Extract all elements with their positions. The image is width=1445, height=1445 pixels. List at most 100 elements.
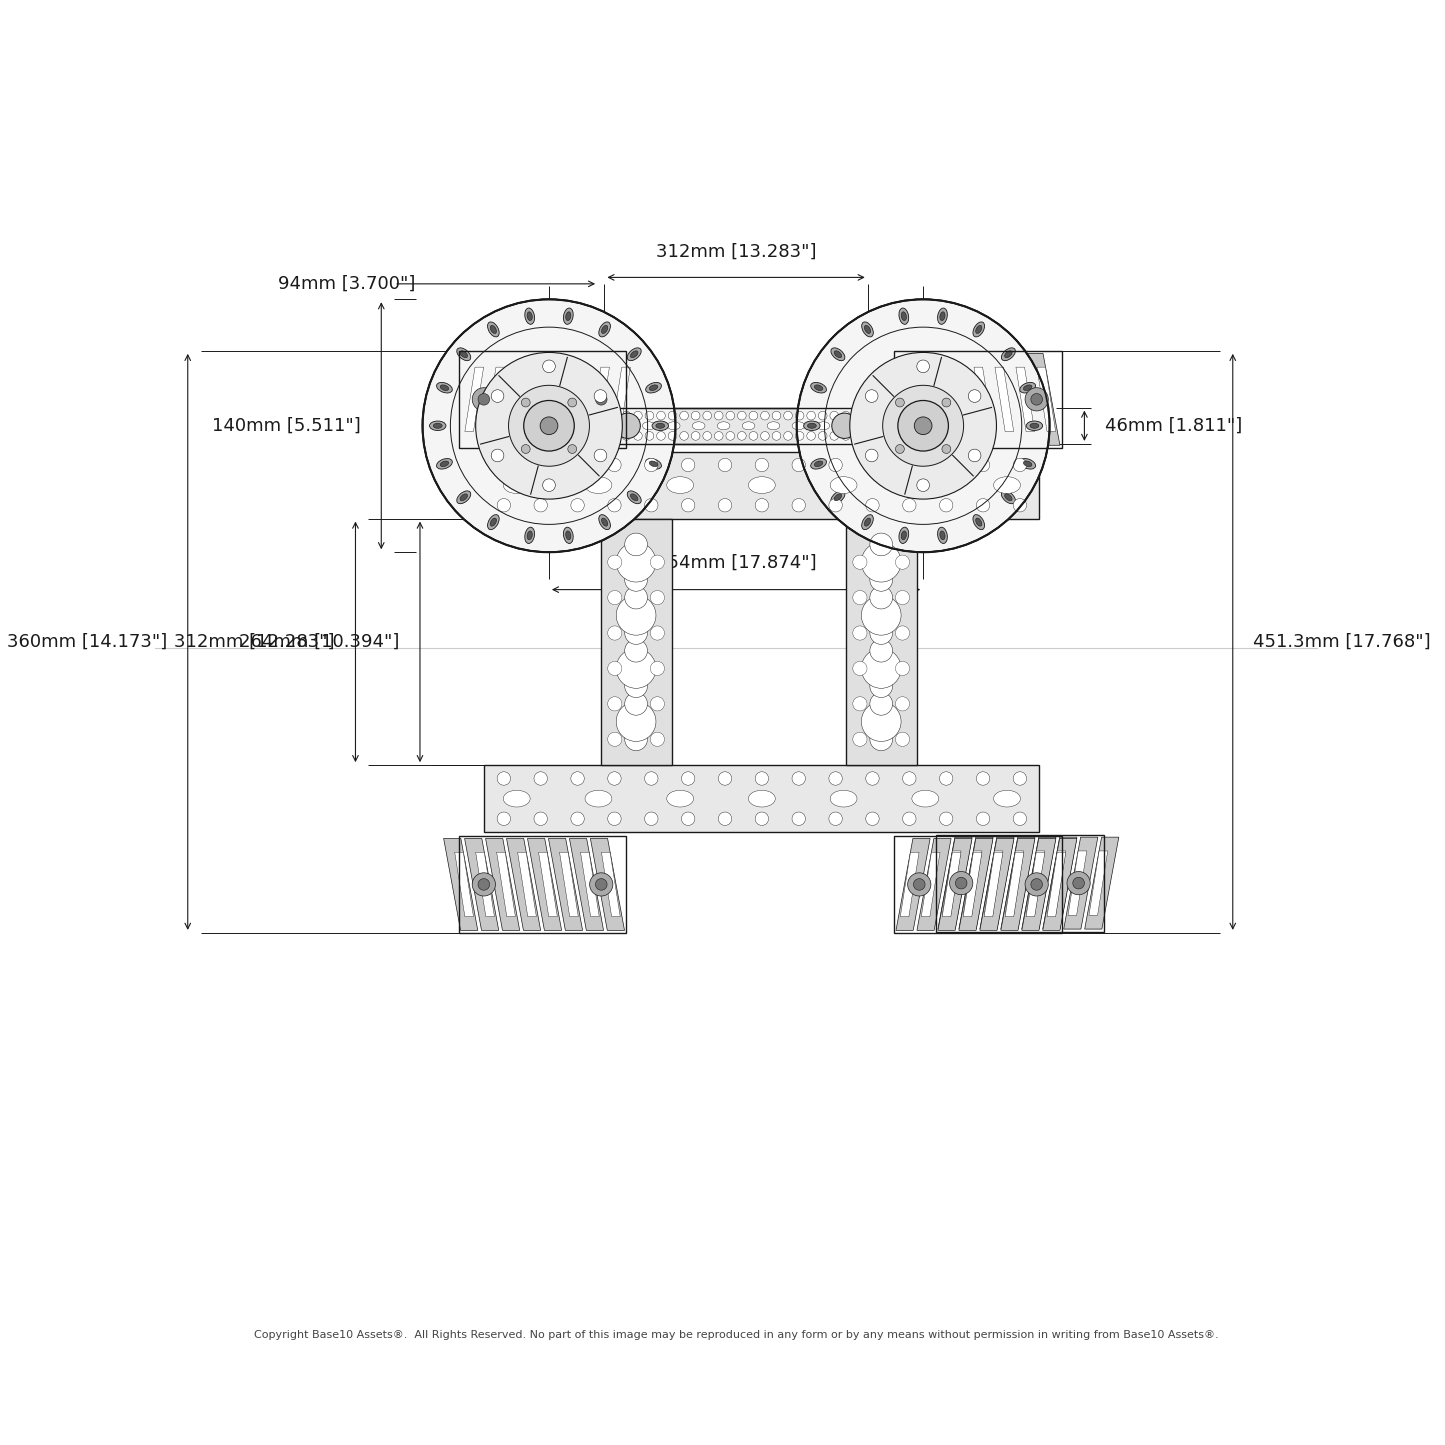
Ellipse shape	[939, 312, 945, 321]
Ellipse shape	[899, 308, 909, 324]
Bar	[458, 351, 626, 448]
Ellipse shape	[487, 322, 499, 337]
Circle shape	[1013, 772, 1026, 785]
Circle shape	[571, 458, 584, 471]
Ellipse shape	[1023, 384, 1032, 390]
Ellipse shape	[643, 422, 655, 429]
Circle shape	[853, 733, 867, 747]
Ellipse shape	[834, 494, 841, 501]
Polygon shape	[1090, 851, 1108, 915]
Text: 264mm [10.394"]: 264mm [10.394"]	[238, 633, 399, 650]
Polygon shape	[1001, 837, 1035, 929]
Circle shape	[866, 812, 879, 825]
Polygon shape	[938, 838, 972, 931]
Polygon shape	[938, 837, 972, 929]
Circle shape	[656, 412, 665, 420]
Circle shape	[850, 353, 997, 499]
Ellipse shape	[749, 477, 776, 494]
Circle shape	[861, 702, 902, 741]
Polygon shape	[1001, 838, 1035, 931]
Circle shape	[616, 595, 656, 636]
Circle shape	[682, 812, 695, 825]
Circle shape	[783, 412, 792, 420]
Circle shape	[749, 412, 757, 420]
Circle shape	[853, 432, 861, 441]
Circle shape	[608, 555, 621, 569]
Circle shape	[841, 432, 850, 441]
Ellipse shape	[792, 422, 805, 429]
Circle shape	[896, 662, 909, 675]
Circle shape	[608, 662, 621, 675]
Ellipse shape	[1023, 461, 1032, 467]
Circle shape	[594, 449, 607, 462]
Polygon shape	[922, 853, 941, 916]
Circle shape	[913, 879, 925, 890]
Polygon shape	[461, 354, 494, 445]
Circle shape	[870, 621, 893, 644]
Ellipse shape	[436, 458, 452, 470]
Circle shape	[491, 390, 504, 402]
Circle shape	[737, 432, 746, 441]
Polygon shape	[984, 354, 1019, 445]
Circle shape	[939, 812, 952, 825]
Polygon shape	[964, 853, 983, 916]
Circle shape	[540, 418, 558, 435]
Circle shape	[916, 360, 929, 373]
Polygon shape	[455, 853, 474, 916]
Polygon shape	[1022, 838, 1056, 931]
Ellipse shape	[598, 322, 610, 337]
Polygon shape	[984, 853, 1003, 916]
Ellipse shape	[646, 383, 662, 393]
Circle shape	[491, 449, 504, 462]
Circle shape	[624, 728, 647, 750]
Circle shape	[870, 675, 893, 698]
Ellipse shape	[717, 422, 730, 429]
Polygon shape	[465, 367, 484, 432]
Circle shape	[756, 812, 769, 825]
Circle shape	[1013, 499, 1026, 512]
Circle shape	[853, 591, 867, 604]
Circle shape	[644, 412, 653, 420]
Ellipse shape	[487, 514, 499, 530]
Circle shape	[595, 393, 607, 405]
Ellipse shape	[490, 325, 497, 334]
Circle shape	[1072, 877, 1084, 889]
Ellipse shape	[861, 322, 873, 337]
Circle shape	[679, 412, 688, 420]
Ellipse shape	[666, 790, 694, 806]
Ellipse shape	[627, 491, 642, 504]
Circle shape	[543, 360, 555, 373]
Circle shape	[644, 499, 657, 512]
Circle shape	[772, 412, 780, 420]
Polygon shape	[527, 838, 562, 931]
Circle shape	[897, 400, 948, 451]
Circle shape	[624, 692, 647, 715]
Text: 360mm [14.173"]: 360mm [14.173"]	[7, 633, 168, 650]
Ellipse shape	[1001, 348, 1016, 361]
Circle shape	[907, 387, 931, 410]
Circle shape	[977, 499, 990, 512]
Circle shape	[896, 696, 909, 711]
Text: Copyright Base10 Assets®.  All Rights Reserved. No part of this image may be rep: Copyright Base10 Assets®. All Rights Res…	[254, 1331, 1218, 1341]
Circle shape	[866, 390, 879, 402]
Circle shape	[650, 591, 665, 604]
Polygon shape	[1043, 838, 1077, 931]
Circle shape	[718, 499, 731, 512]
Ellipse shape	[598, 514, 610, 530]
Polygon shape	[962, 354, 997, 445]
Circle shape	[624, 639, 647, 662]
Circle shape	[682, 499, 695, 512]
Bar	[601, 519, 672, 764]
Circle shape	[870, 728, 893, 750]
Ellipse shape	[767, 422, 780, 429]
Circle shape	[668, 432, 676, 441]
Circle shape	[870, 533, 893, 556]
Ellipse shape	[1020, 458, 1036, 470]
Circle shape	[590, 873, 613, 896]
Polygon shape	[959, 838, 993, 931]
Polygon shape	[879, 354, 913, 445]
Polygon shape	[896, 838, 931, 931]
Polygon shape	[444, 838, 478, 931]
Polygon shape	[1006, 851, 1025, 915]
Circle shape	[861, 595, 902, 636]
